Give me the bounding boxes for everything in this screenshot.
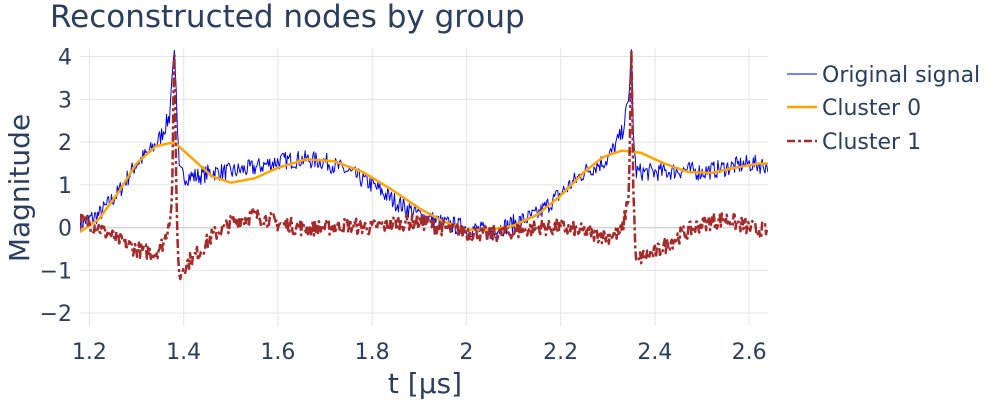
legend-item[interactable]: Original signal [787,63,980,88]
legend-label: Cluster 1 [822,130,921,155]
legend[interactable]: Original signal Cluster 0 Cluster 1 [787,63,980,155]
x-tick-label: 1.8 [355,340,390,365]
x-axis-title: t [μs] [388,367,462,400]
x-tick-label: 2.4 [637,340,672,365]
x-tick-label: 2.6 [732,340,767,365]
x-tick-label: 2 [459,340,473,365]
y-tick-label: 3 [58,88,72,113]
y-tick-label: 4 [58,46,72,71]
plot-area [80,49,768,281]
y-tick-label: 0 [58,217,72,242]
x-tick-label: 2.2 [543,340,578,365]
x-tick-label: 1.4 [166,340,201,365]
series-line-1 [80,140,768,233]
y-axis-ticks: −2 −1 0 1 2 3 4 [40,46,72,328]
legend-item[interactable]: Cluster 1 [787,130,921,155]
legend-label: Cluster 0 [822,96,921,121]
legend-item[interactable]: Cluster 0 [787,96,921,121]
legend-label: Original signal [822,63,980,88]
x-tick-label: 1.6 [260,340,295,365]
x-axis-ticks: 1.2 1.4 1.6 1.8 2 2.2 2.4 2.6 [72,340,767,365]
chart-title: Reconstructed nodes by group [50,0,525,35]
y-tick-label: −1 [40,259,72,284]
y-tick-label: −2 [40,302,72,327]
series-line-0 [80,49,768,240]
y-axis-title: Magnitude [3,114,36,262]
y-tick-label: 1 [58,174,72,199]
y-tick-label: 2 [58,131,72,156]
x-tick-label: 1.2 [72,340,107,365]
series-line-2 [80,49,768,281]
grid-layer [80,48,768,326]
